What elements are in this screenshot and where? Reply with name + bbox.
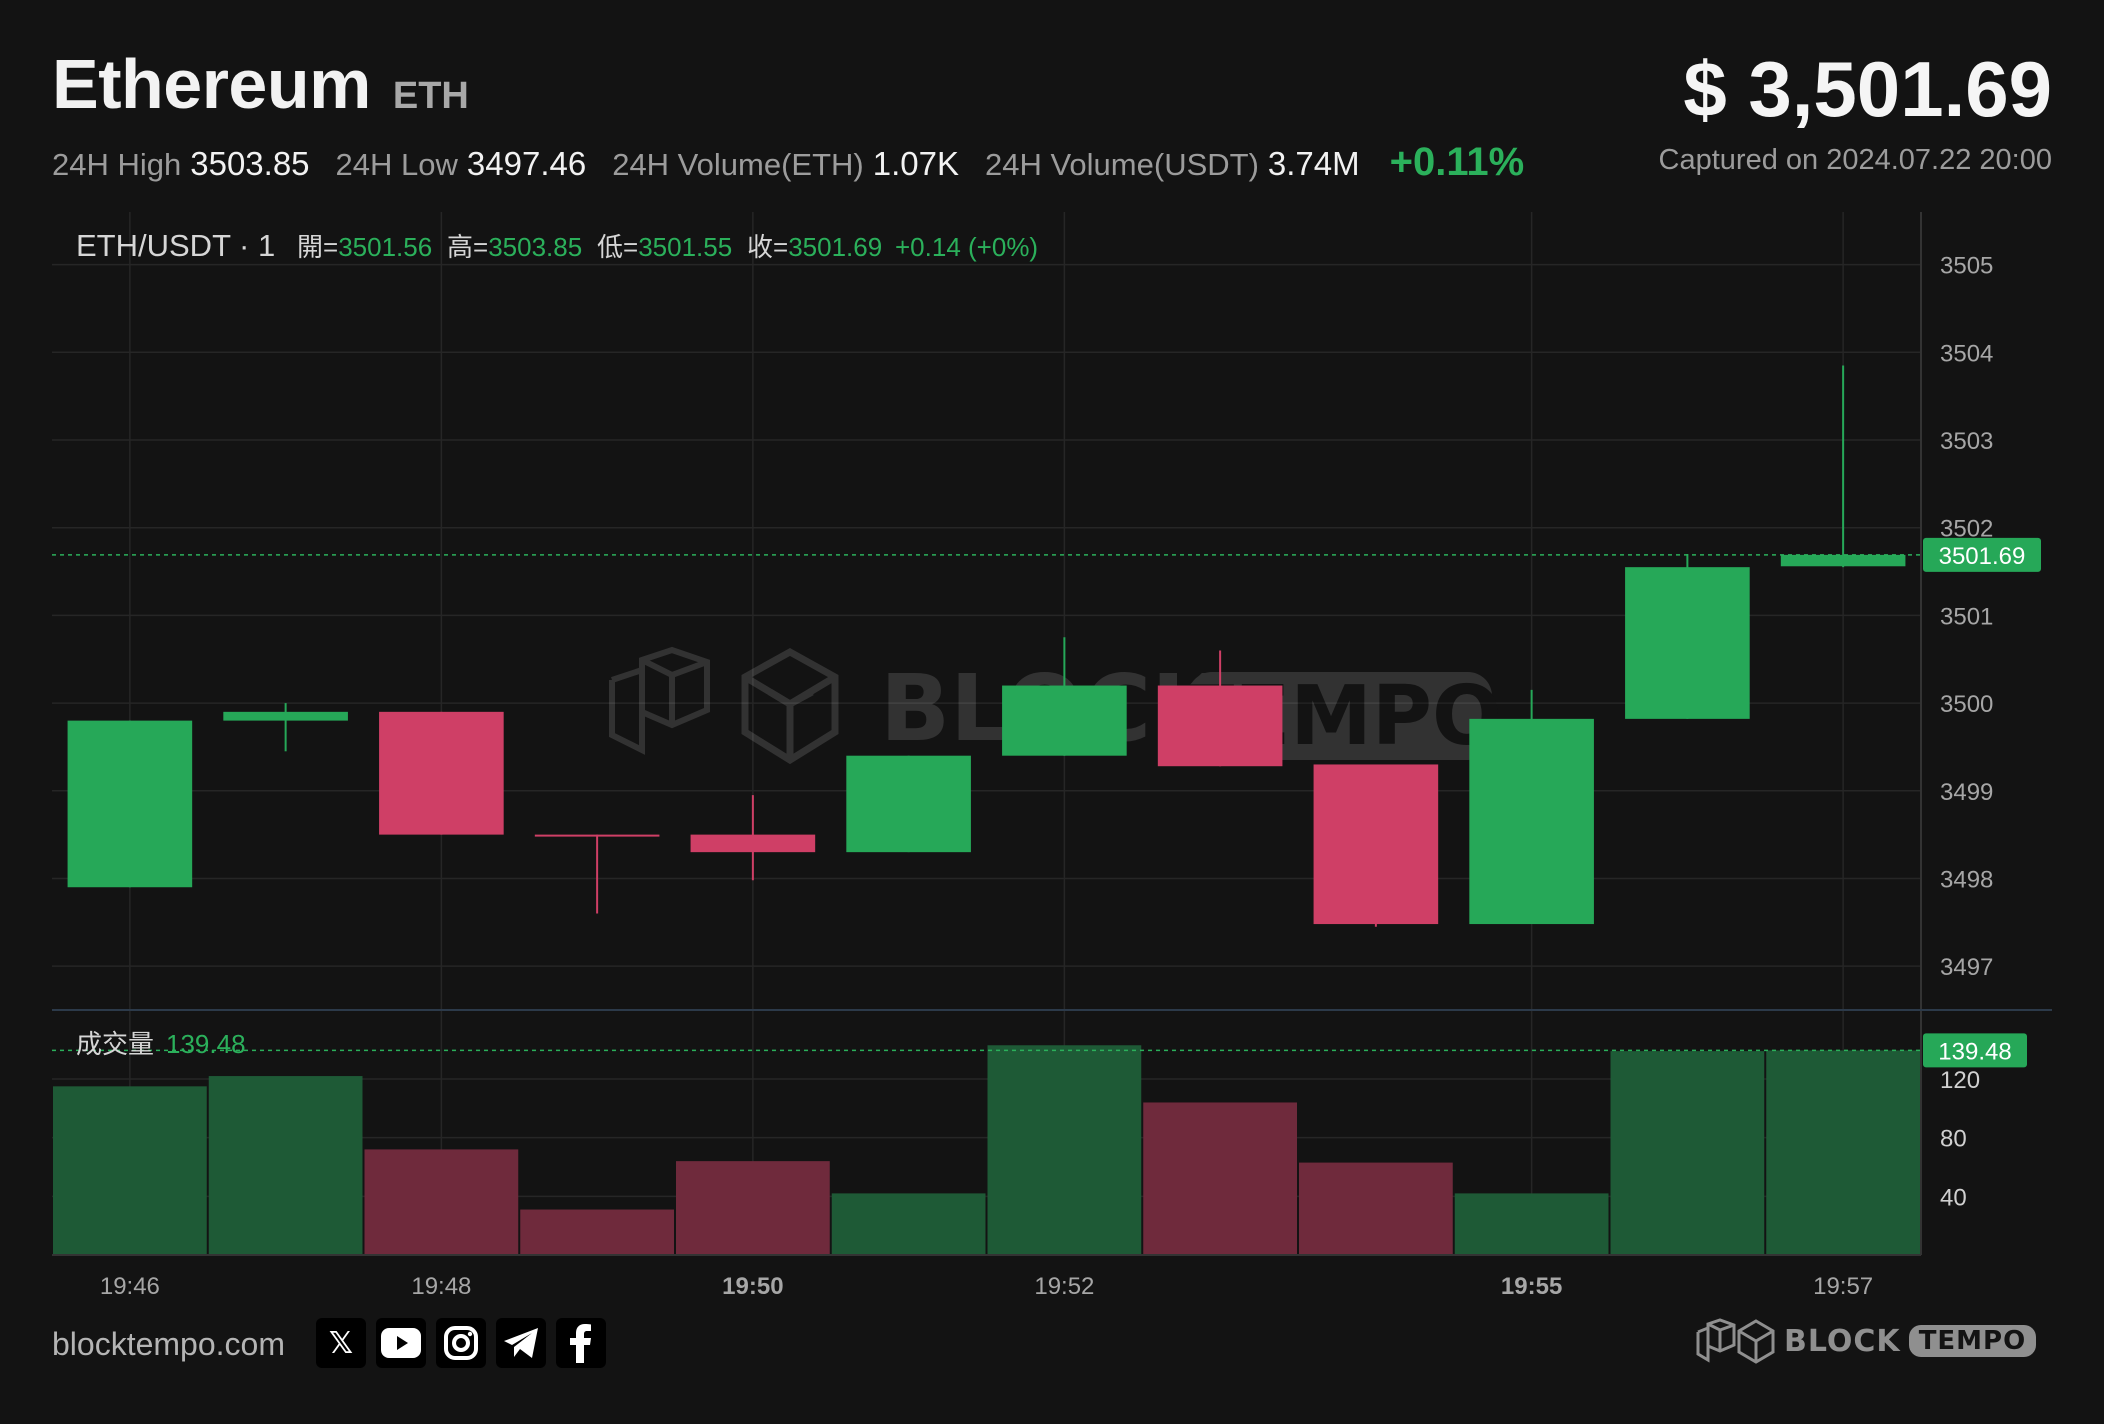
price-tick-label: 3505 bbox=[1940, 253, 1993, 280]
legend-low-value: 3501.55 bbox=[638, 232, 732, 262]
brand-cube-icon bbox=[1696, 1318, 1775, 1364]
legend-open-value: 3501.56 bbox=[338, 232, 432, 262]
candle-body bbox=[1625, 567, 1750, 719]
legend-ohlc: 開=3501.56 高=3503.85 低=3501.55 收=3501.69 … bbox=[297, 232, 1038, 262]
stat-value-volume-usdt: 3.74M bbox=[1267, 145, 1360, 182]
price-tick-label: 3504 bbox=[1940, 340, 1993, 367]
volume-bar bbox=[520, 1209, 674, 1255]
stat-value-low: 3497.46 bbox=[466, 145, 587, 182]
legend-low-label: 低= bbox=[597, 232, 638, 262]
candle-body bbox=[67, 720, 193, 888]
candle-body bbox=[1313, 764, 1439, 925]
volume-tick-label: 120 bbox=[1940, 1067, 1980, 1094]
time-tick-label: 19:48 bbox=[411, 1273, 471, 1300]
time-tick-label: 19:55 bbox=[1501, 1273, 1562, 1300]
last-volume-tag bbox=[1923, 1033, 2027, 1068]
stat-label-low: 24H Low bbox=[335, 147, 458, 182]
social-links: 𝕏 bbox=[316, 1318, 606, 1368]
candlestick-chart[interactable]: BLOCK TEMPO 3497349834993500350135023503… bbox=[0, 0, 2104, 1300]
stat-value-volume-eth: 1.07K bbox=[872, 145, 959, 182]
volume-bar bbox=[1610, 1051, 1765, 1255]
candle-body bbox=[846, 755, 971, 853]
instagram-icon[interactable] bbox=[436, 1318, 486, 1368]
legend-close-label: 收= bbox=[747, 232, 788, 262]
price-tick-label: 3503 bbox=[1940, 428, 1993, 455]
stat-label-volume-eth: 24H Volume(ETH) bbox=[612, 147, 864, 182]
price-tick-label: 3497 bbox=[1940, 954, 1993, 981]
candle-body bbox=[223, 711, 348, 721]
stat-label-volume-usdt: 24H Volume(USDT) bbox=[984, 147, 1259, 182]
volume-bar bbox=[1299, 1162, 1453, 1255]
stat-value-high: 3503.85 bbox=[190, 145, 310, 182]
captured-timestamp: Captured on 2024.07.22 20:00 bbox=[1658, 144, 2052, 176]
volume-bars bbox=[53, 1045, 1920, 1255]
candle-body bbox=[1469, 718, 1594, 925]
volume-bar bbox=[1454, 1193, 1609, 1255]
candle-body bbox=[1157, 685, 1283, 767]
footer-site-link[interactable]: blocktempo.com bbox=[52, 1326, 285, 1362]
legend-open-label: 開= bbox=[297, 232, 338, 262]
candle-body bbox=[534, 834, 660, 837]
facebook-icon[interactable] bbox=[556, 1318, 606, 1368]
price-tick-label: 3499 bbox=[1940, 779, 1993, 806]
footer-brand-logo: BLOCK TEMPO bbox=[1696, 1318, 2037, 1364]
candle-body bbox=[1780, 554, 1906, 567]
stat-label-high: 24H High bbox=[52, 147, 182, 182]
time-tick-label: 19:57 bbox=[1813, 1273, 1873, 1300]
candle-body bbox=[690, 834, 816, 853]
time-tick-label: 19:52 bbox=[1034, 1273, 1094, 1300]
stat-change-percent: +0.11% bbox=[1389, 140, 1525, 184]
time-tick-label: 19:46 bbox=[100, 1273, 160, 1300]
volume-tick-label: 40 bbox=[1940, 1184, 1967, 1211]
header: Ethereum ETH $ 3,501.69 24H High 3503.85… bbox=[52, 44, 2052, 184]
candle-body bbox=[379, 711, 504, 835]
candles bbox=[67, 365, 1906, 927]
volume-bar bbox=[1766, 1050, 1920, 1255]
stats-row: 24H High 3503.85 24H Low 3497.46 24H Vol… bbox=[52, 140, 1524, 185]
youtube-icon[interactable] bbox=[376, 1318, 426, 1368]
footer-brand-right: TEMPO bbox=[1908, 1325, 2037, 1357]
legend-high-label: 高= bbox=[447, 232, 488, 262]
volume-bar bbox=[676, 1161, 830, 1255]
time-tick-label: 19:50 bbox=[722, 1273, 783, 1300]
last-price-label: 3501.69 bbox=[1939, 543, 2026, 570]
last-volume-label: 139.48 bbox=[1938, 1038, 2011, 1065]
current-price: $ 3,501.69 bbox=[1683, 45, 2052, 133]
coin-symbol: ETH bbox=[392, 75, 469, 117]
legend-close-value: 3501.69 bbox=[788, 232, 882, 262]
volume-bar bbox=[53, 1086, 207, 1255]
x-icon[interactable]: 𝕏 bbox=[316, 1318, 366, 1368]
legend-high-value: 3503.85 bbox=[488, 232, 582, 262]
footer-brand-left: BLOCK bbox=[1784, 1323, 1901, 1359]
candle-body bbox=[1002, 685, 1127, 756]
legend-pair: ETH/USDT · 1 bbox=[76, 228, 275, 263]
volume-legend-label: 成交量 bbox=[76, 1029, 154, 1059]
price-tick-label: 3500 bbox=[1940, 691, 1993, 718]
volume-bar bbox=[831, 1193, 986, 1255]
volume-bar bbox=[987, 1045, 1142, 1255]
coin-name: Ethereum bbox=[52, 45, 371, 123]
volume-bar bbox=[1143, 1102, 1297, 1255]
telegram-icon[interactable] bbox=[496, 1318, 546, 1368]
last-price-tag bbox=[1923, 537, 2041, 572]
volume-legend-value: 139.48 bbox=[166, 1029, 246, 1059]
axes: 3497349834993500350135023503350435054080… bbox=[52, 212, 2052, 1300]
volume-bar bbox=[364, 1149, 519, 1255]
price-tick-label: 3498 bbox=[1940, 866, 1993, 893]
title-row: Ethereum ETH bbox=[52, 44, 2052, 124]
volume-tick-label: 80 bbox=[1940, 1126, 1967, 1153]
price-tick-label: 3501 bbox=[1940, 603, 1993, 630]
volume-bar bbox=[208, 1076, 363, 1255]
legend-change: +0.14 (+0%) bbox=[895, 232, 1038, 262]
